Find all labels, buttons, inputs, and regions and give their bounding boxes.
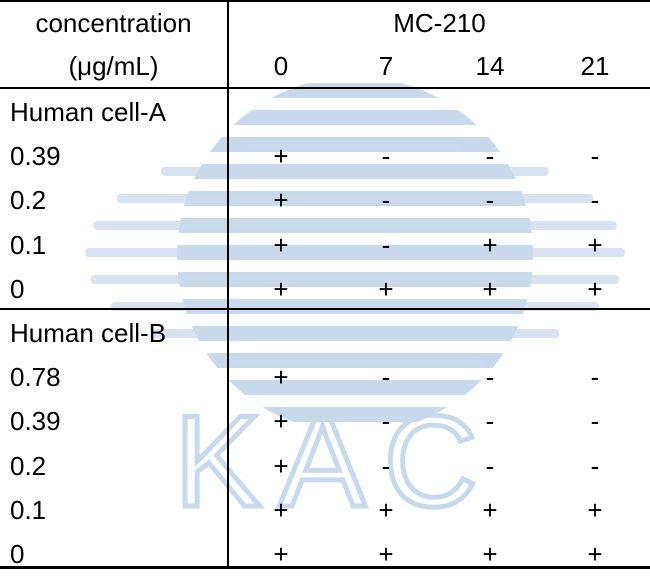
result-cell: + bbox=[482, 229, 498, 260]
row-concentration-label: 0.1 bbox=[10, 494, 47, 525]
result-cell: - bbox=[381, 450, 391, 481]
result-cell: + bbox=[587, 273, 603, 304]
header-column-14: 14 bbox=[475, 51, 505, 81]
section-title: Human cell-B bbox=[10, 318, 167, 348]
result-cell: + bbox=[378, 273, 394, 304]
header-column-0: 0 bbox=[273, 51, 289, 81]
row-concentration-label: 0.2 bbox=[10, 450, 47, 481]
result-cell: + bbox=[273, 539, 289, 569]
result-cell: + bbox=[273, 185, 289, 216]
result-cell: + bbox=[273, 273, 289, 304]
header-group-label: MC-210 bbox=[393, 8, 486, 38]
result-cell: - bbox=[485, 406, 495, 437]
result-cell: + bbox=[378, 539, 394, 569]
result-cell: - bbox=[590, 450, 600, 481]
result-cell: - bbox=[381, 362, 391, 393]
result-cell: + bbox=[273, 362, 289, 393]
result-cell: - bbox=[485, 450, 495, 481]
row-concentration-label: 0.39 bbox=[10, 141, 61, 172]
result-cell: - bbox=[590, 406, 600, 437]
result-cell: - bbox=[485, 362, 495, 393]
header-concentration-label: concentration bbox=[35, 8, 192, 38]
header-unit-label: (μg/mL) bbox=[68, 51, 159, 81]
result-cell: + bbox=[587, 539, 603, 569]
result-cell: + bbox=[273, 450, 289, 481]
result-cell: - bbox=[590, 141, 600, 172]
row-concentration-label: 0.2 bbox=[10, 185, 47, 216]
table-top-rule bbox=[0, 0, 650, 2]
result-cell: + bbox=[587, 229, 603, 260]
result-cell: - bbox=[485, 185, 495, 216]
row-concentration-label: 0 bbox=[10, 273, 25, 304]
header-column-21: 21 bbox=[580, 51, 610, 81]
result-cell: + bbox=[378, 494, 394, 525]
result-cell: - bbox=[381, 141, 391, 172]
result-cell: + bbox=[482, 494, 498, 525]
header-column-7: 7 bbox=[378, 51, 394, 81]
section-title: Human cell-A bbox=[10, 97, 167, 127]
row-concentration-label: 0.39 bbox=[10, 406, 61, 437]
row-concentration-label: 0.78 bbox=[10, 362, 61, 393]
result-cell: + bbox=[482, 273, 498, 304]
result-cell: + bbox=[587, 494, 603, 525]
result-cell: - bbox=[590, 362, 600, 393]
result-cell: - bbox=[381, 406, 391, 437]
result-cell: + bbox=[273, 406, 289, 437]
result-cell: + bbox=[273, 229, 289, 260]
result-cell: + bbox=[273, 494, 289, 525]
row-concentration-label: 0 bbox=[10, 539, 25, 569]
row-concentration-label: 0.1 bbox=[10, 229, 47, 260]
result-cell: - bbox=[590, 185, 600, 216]
result-cell: - bbox=[381, 185, 391, 216]
result-cell: + bbox=[273, 141, 289, 172]
result-cell: + bbox=[482, 539, 498, 569]
result-cell: - bbox=[381, 229, 391, 260]
result-cell: - bbox=[485, 141, 495, 172]
table-bottom-rule bbox=[0, 566, 650, 569]
